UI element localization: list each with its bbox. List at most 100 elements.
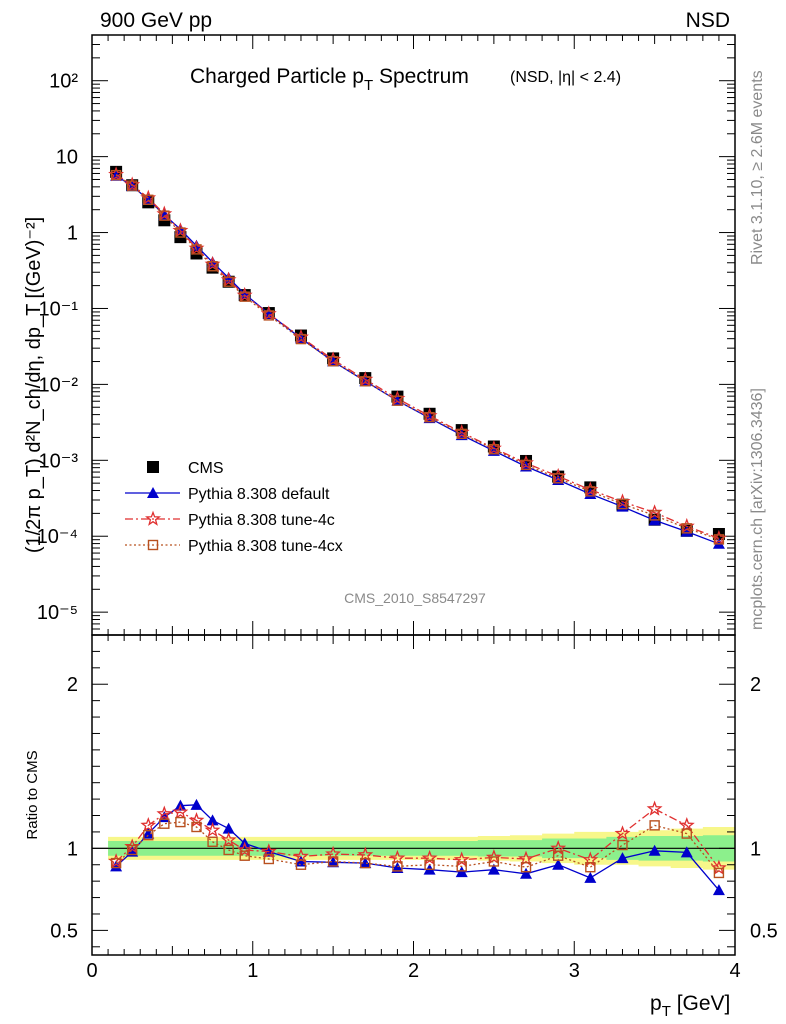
header-left: 900 GeV pp [100, 9, 212, 32]
header-right: NSD [686, 9, 730, 32]
main-series-3-line [115, 174, 720, 540]
ratio-series-1-point [172, 803, 189, 819]
main-series-3-point [360, 376, 371, 387]
ratio-series-1-point [220, 831, 237, 847]
ratio-series-1-point [389, 849, 406, 865]
ratio-series-0-point [680, 846, 693, 858]
main-series-3-point [713, 534, 725, 545]
main-series-3-point [223, 276, 234, 287]
main-series-3-point [327, 356, 339, 367]
analysis-id-label: CMS_2010_S8547297 [344, 590, 486, 606]
legend-marker [147, 461, 159, 473]
main-series-3-point [585, 486, 596, 497]
ratio-y-tick-label-right: 2 [750, 674, 761, 696]
ratio-series-1-point [236, 841, 253, 857]
ratio-series-0-point [520, 867, 533, 879]
ratio-y-tick-label-right: 1 [750, 838, 761, 860]
ratio-series-2-point [585, 862, 596, 873]
ratio-series-0-point [359, 857, 372, 869]
x-axis-label: pT [GeV] [650, 992, 730, 1020]
legend-label: Pythia 8.308 default [188, 486, 330, 503]
main-y-axis-label: (1/2π p_T) d²N_ch/dη, dp_T [(GeV)⁻²] [23, 217, 45, 553]
legend: CMS Pythia 8.308 default Pythia 8.308 tune… [125, 460, 343, 555]
ratio-y-tick-label: 0.5 [50, 920, 78, 942]
ratio-series-2-point [552, 850, 564, 861]
x-tick-label: 2 [408, 960, 419, 982]
ratio-series-2-point [649, 820, 660, 831]
ratio-frame [91, 634, 736, 956]
main-title: Charged Particle pT Spectrum [190, 65, 469, 94]
ratio-series-0-point [206, 814, 219, 826]
ratio-series-1-point [140, 817, 157, 833]
main-series-3-point [488, 444, 500, 455]
ratio-series-1-point [204, 821, 221, 837]
main-y-tick-label: 10⁻⁴ [37, 526, 78, 548]
ratio-series-0-point [327, 856, 340, 868]
main-series-3-point [424, 411, 435, 423]
ratio-series-0-point [712, 884, 725, 896]
main-series-3-point [191, 244, 202, 255]
ratio-series-1-point [485, 849, 502, 865]
ratio-y-axis-label: Ratio to CMS [24, 750, 41, 839]
main-series-1-point [680, 525, 693, 537]
ratio-y-tick-label: 1 [67, 838, 78, 860]
ratio-series-2-point [488, 856, 500, 867]
main-series-3-point [207, 261, 218, 272]
ratio-series-0-point [552, 858, 565, 870]
ratio-series-2-point [681, 828, 692, 839]
ratio-series-2-point [239, 850, 250, 861]
ratio-panel: Ratio to CMS pT [GeV] 0 1 2 3 4 0.5 0.5 1 1 2 2 [24, 634, 778, 1020]
ratio-series-2-point [617, 839, 628, 851]
main-title-cut: (NSD, |η| < 2.4) [510, 69, 621, 86]
main-series-3-point [263, 310, 275, 321]
ratio-series-1-point [646, 800, 663, 816]
ratio-series-1-point [614, 825, 631, 841]
main-y-tick-label: 1 [67, 223, 78, 245]
main-series-3-point [681, 523, 692, 534]
ratio-y-tick-label: 2 [67, 674, 78, 696]
x-tick-label: 3 [569, 960, 580, 982]
ratio-series-2-point [360, 857, 371, 869]
ratio-series-1-point [710, 859, 727, 875]
ratio-series-2-point [392, 861, 403, 872]
main-series-3-point [110, 169, 122, 181]
ratio-series-1-point [156, 805, 173, 821]
ratio-series-0-point [190, 798, 203, 810]
ratio-series-1-point [188, 812, 205, 828]
main-series-3-point [159, 210, 170, 221]
ratio-series-2-point [223, 844, 234, 856]
ratio-series-0-point [648, 844, 661, 856]
legend-marker [147, 487, 159, 498]
main-series-3-point [143, 194, 154, 205]
x-tick-label: 4 [729, 960, 740, 982]
ratio-series-2-point [159, 818, 170, 829]
ratio-series-2-point [143, 830, 154, 841]
ratio-series-0-point [455, 866, 468, 878]
legend-label: CMS [188, 460, 224, 477]
ratio-series-1-point [453, 851, 470, 867]
ratio-series-0-point [487, 863, 500, 875]
main-series-3-point [617, 498, 628, 510]
legend-marker [145, 510, 161, 526]
x-tick-label: 1 [247, 960, 258, 982]
ratio-series-2-point [327, 856, 339, 867]
ratio-series-2-point [295, 859, 307, 870]
ratio-series-1-point [678, 817, 695, 833]
ratio-series-2-line [115, 821, 720, 874]
main-y-tick-label: 10² [49, 71, 78, 93]
ratio-series-1-point [518, 850, 534, 866]
ratio-series-2-point [713, 867, 725, 879]
ratio-series-2-point [191, 821, 202, 833]
rivet-label: Rivet 3.1.10, ≥ 2.6M events [749, 70, 766, 265]
ratio-series-2-point [126, 844, 138, 856]
legend-marker [147, 539, 159, 551]
ratio-y-tick-label-right: 0.5 [750, 920, 778, 942]
main-series-3-point [239, 291, 250, 302]
ratio-series-2-point [110, 857, 122, 869]
legend-label: Pythia 8.308 tune-4cx [188, 538, 343, 555]
main-series-3-point [175, 227, 186, 238]
main-y-tick-label: 10 [56, 147, 78, 169]
main-y-tick-label: 10⁻³ [39, 450, 79, 472]
ratio-series-0-point [616, 852, 629, 864]
